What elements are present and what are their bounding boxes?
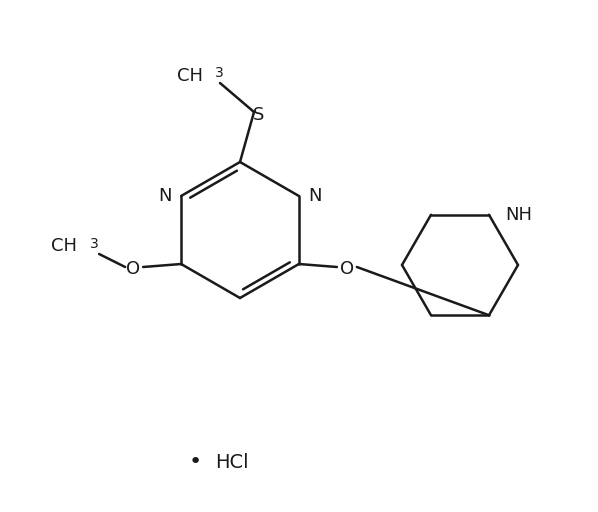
Text: HCl: HCl (215, 453, 249, 472)
Text: •: • (188, 452, 202, 472)
Text: 3: 3 (215, 66, 224, 80)
Text: N: N (308, 187, 322, 205)
Text: N: N (158, 187, 172, 205)
Text: CH: CH (51, 237, 77, 255)
Text: S: S (254, 106, 265, 124)
Text: CH: CH (177, 67, 203, 85)
Text: 3: 3 (90, 237, 99, 251)
Text: O: O (126, 260, 140, 278)
Text: NH: NH (505, 206, 532, 224)
Text: O: O (340, 260, 354, 278)
